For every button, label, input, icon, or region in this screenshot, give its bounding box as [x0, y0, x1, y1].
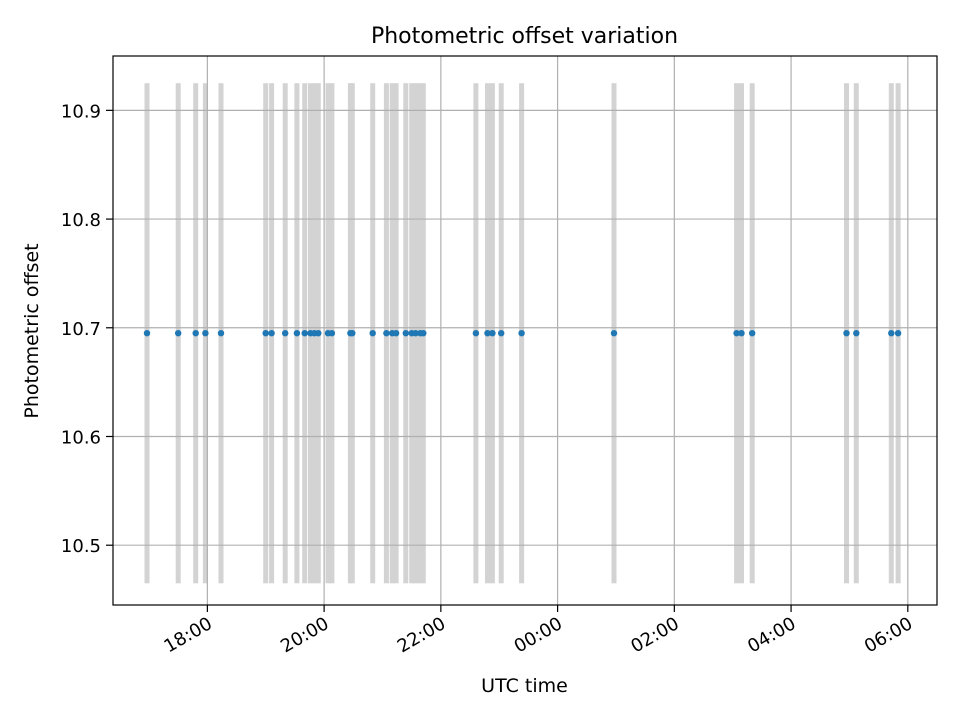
data-point — [217, 330, 225, 337]
data-point — [175, 330, 182, 337]
data-point — [301, 330, 308, 337]
data-point — [192, 330, 199, 337]
data-point — [143, 330, 151, 337]
y-tick-label: 10.7 — [61, 319, 101, 340]
y-tick-label: 10.6 — [61, 427, 101, 448]
data-point — [268, 330, 275, 337]
y-tick-label: 10.9 — [61, 101, 101, 122]
data-point — [518, 330, 525, 337]
data-point — [328, 330, 336, 337]
data-point — [894, 330, 902, 337]
data-point — [412, 330, 419, 337]
data-point — [749, 330, 756, 337]
data-point — [383, 330, 390, 337]
y-axis-label: Photometric offset — [21, 243, 43, 418]
data-point — [853, 330, 860, 337]
data-point — [262, 330, 269, 337]
y-tick-label: 10.5 — [61, 536, 101, 557]
data-point — [610, 330, 618, 337]
data-point — [843, 330, 850, 337]
grid-lines — [113, 56, 937, 605]
data-point — [489, 330, 496, 337]
data-point — [402, 330, 409, 337]
y-tick-label: 10.8 — [61, 210, 101, 231]
y-axis: 10.5 10.6 10.7 10.8 10.9 — [61, 101, 113, 557]
data-point — [282, 330, 289, 337]
data-point — [733, 330, 740, 337]
data-point — [472, 330, 480, 337]
data-point — [888, 330, 895, 337]
plot-frame — [112, 55, 938, 606]
x-axis-label: UTC time — [481, 675, 568, 697]
data-point — [293, 330, 301, 337]
data-points — [143, 330, 902, 337]
data-point — [315, 330, 322, 337]
data-point — [420, 330, 427, 337]
data-point — [349, 330, 356, 337]
data-point — [202, 330, 209, 337]
data-point — [369, 330, 376, 337]
data-point — [392, 330, 400, 337]
data-point — [738, 330, 745, 337]
data-point — [498, 330, 505, 337]
chart-title: Photometric offset variation — [371, 24, 678, 49]
data-point — [484, 330, 491, 337]
